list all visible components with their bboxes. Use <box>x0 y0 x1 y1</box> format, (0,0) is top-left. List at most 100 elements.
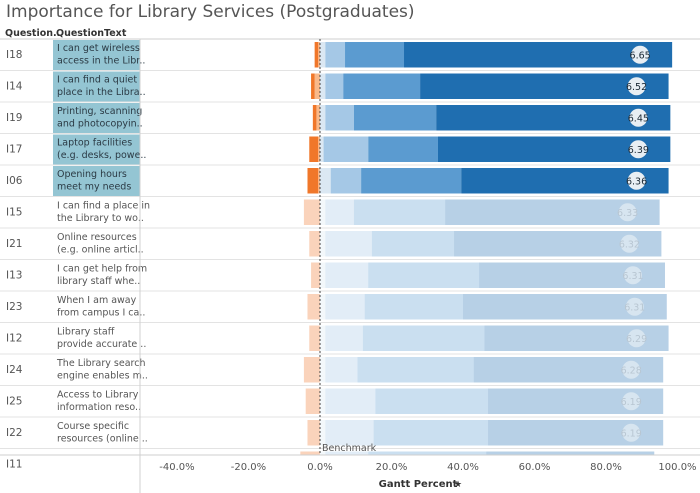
question-text[interactable]: access in the Libr.. <box>57 56 145 67</box>
bar-segment-disagree[interactable] <box>318 168 320 194</box>
bar-segment-agree[interactable] <box>325 262 369 289</box>
bar-segment-disagree[interactable] <box>314 42 319 68</box>
bar-segment-agree[interactable] <box>320 199 326 226</box>
question-text[interactable]: Online resources <box>57 232 137 243</box>
bar-segment-agree[interactable] <box>325 357 358 383</box>
question-text[interactable]: I can get help from <box>57 264 147 275</box>
bar-segment-agree[interactable] <box>330 168 362 194</box>
question-text[interactable]: Laptop facilities <box>57 138 132 149</box>
bar-segment-agree[interactable] <box>320 168 331 194</box>
bar-segment-disagree[interactable] <box>312 105 317 131</box>
score-label[interactable]: 6.39 <box>628 145 649 156</box>
bar-segment-disagree[interactable] <box>305 388 320 415</box>
bar-segment-agree[interactable] <box>325 325 363 352</box>
bar-segment-disagree[interactable] <box>303 357 320 383</box>
question-text[interactable]: Access to Library <box>57 390 139 401</box>
bar-segment-agree[interactable] <box>320 136 324 163</box>
score-label[interactable]: 6.19 <box>621 397 642 408</box>
question-text[interactable]: and photocopyin.. <box>57 119 143 130</box>
bar-segment-disagree[interactable] <box>311 73 315 100</box>
bar-segment-agree[interactable] <box>325 105 354 131</box>
bar-segment-disagree[interactable] <box>318 136 320 163</box>
bar-segment-agree[interactable] <box>320 42 326 68</box>
bar-segment-agree[interactable] <box>345 42 405 68</box>
bar-segment-agree[interactable] <box>325 199 354 226</box>
question-text[interactable]: (e.g. desks, powe.. <box>57 150 146 161</box>
bar-segment-agree[interactable] <box>368 451 487 456</box>
bar-segment-agree[interactable] <box>361 168 462 194</box>
bar-segment-agree[interactable] <box>325 420 374 446</box>
question-code[interactable]: I14 <box>6 81 23 93</box>
bar-segment-agree[interactable] <box>486 451 655 456</box>
bar-segment-agree[interactable] <box>362 325 485 352</box>
bar-segment-disagree[interactable] <box>309 325 320 352</box>
question-text[interactable]: library staff whe.. <box>57 276 140 287</box>
question-text[interactable]: I can find a quiet <box>57 75 137 86</box>
column-header-question[interactable]: Question.. <box>5 28 61 39</box>
question-text[interactable]: I can find a place in <box>57 201 150 212</box>
question-code[interactable]: I22 <box>6 427 22 439</box>
question-code[interactable]: I24 <box>6 364 23 376</box>
bar-segment-disagree[interactable] <box>311 262 320 289</box>
question-text[interactable]: The Library search <box>56 358 145 369</box>
pin-icon[interactable]: ★ <box>454 480 462 490</box>
bar-segment-agree[interactable] <box>325 388 376 415</box>
score-label[interactable]: 6.45 <box>628 113 649 124</box>
bar-segment-agree[interactable] <box>320 73 326 100</box>
question-text[interactable]: When I am away <box>57 295 137 306</box>
bar-segment-agree[interactable] <box>368 136 438 163</box>
question-code[interactable]: I13 <box>6 270 22 282</box>
bar-segment-agree[interactable] <box>320 262 326 289</box>
score-label[interactable]: 6.31 <box>622 271 643 282</box>
bar-segment-agree[interactable] <box>320 105 326 131</box>
question-code[interactable]: I15 <box>6 207 22 219</box>
question-code[interactable]: I18 <box>6 49 22 61</box>
column-header-question-text[interactable]: QuestionText <box>56 28 127 39</box>
question-text[interactable]: (e.g. online articl.. <box>57 245 144 256</box>
bar-segment-agree[interactable] <box>371 231 455 257</box>
question-text[interactable]: the Library to wo.. <box>57 213 144 224</box>
bar-segment-disagree[interactable] <box>316 105 320 131</box>
question-code[interactable]: I19 <box>6 112 22 124</box>
bar-segment-agree[interactable] <box>364 294 463 320</box>
question-code[interactable]: I17 <box>6 144 22 156</box>
question-code[interactable]: I06 <box>6 175 23 187</box>
bar-segment-disagree[interactable] <box>318 42 320 68</box>
question-text[interactable]: Course specific <box>57 421 129 432</box>
bar-segment-agree[interactable] <box>320 451 326 456</box>
bar-segment-agree[interactable] <box>353 105 437 131</box>
bar-segment-disagree[interactable] <box>300 451 320 456</box>
question-text[interactable]: Library staff <box>57 327 115 338</box>
x-axis-title[interactable]: Gantt Percent <box>379 479 458 490</box>
score-label[interactable]: 6.33 <box>617 208 638 219</box>
bar-segment-agree[interactable] <box>343 73 421 100</box>
bar-segment-disagree[interactable] <box>307 420 320 446</box>
bar-segment-agree[interactable] <box>357 357 474 383</box>
question-code[interactable]: I11 <box>6 459 22 471</box>
question-text[interactable]: place in the Libra.. <box>57 87 146 98</box>
bar-segment-disagree[interactable] <box>314 73 320 100</box>
bar-segment-agree[interactable] <box>320 231 326 257</box>
bar-segment-agree[interactable] <box>325 451 369 456</box>
bar-segment-disagree[interactable] <box>309 231 320 257</box>
question-text[interactable]: information reso.. <box>57 402 141 413</box>
bar-segment-disagree[interactable] <box>307 168 319 194</box>
bar-segment-agree[interactable] <box>320 357 326 383</box>
question-code[interactable]: I12 <box>6 333 22 345</box>
score-label[interactable]: 6.36 <box>626 176 647 187</box>
bar-segment-disagree[interactable] <box>309 136 319 163</box>
question-text[interactable]: Opening hours <box>57 169 127 180</box>
score-label[interactable]: 6.31 <box>624 302 645 313</box>
question-text[interactable]: I can get wireless <box>57 43 140 54</box>
bar-segment-agree[interactable] <box>325 73 344 100</box>
bar-segment-agree[interactable] <box>320 294 326 320</box>
bar-segment-agree[interactable] <box>375 388 489 415</box>
question-code[interactable]: I21 <box>6 238 22 250</box>
question-text[interactable]: engine enables m.. <box>57 371 148 382</box>
score-label[interactable]: 6.65 <box>630 50 651 61</box>
score-label[interactable]: 6.29 <box>626 334 647 345</box>
bar-segment-agree[interactable] <box>368 262 480 289</box>
question-code[interactable]: I23 <box>6 301 22 313</box>
bar-segment-disagree[interactable] <box>303 199 320 226</box>
bar-segment-disagree[interactable] <box>307 294 320 320</box>
